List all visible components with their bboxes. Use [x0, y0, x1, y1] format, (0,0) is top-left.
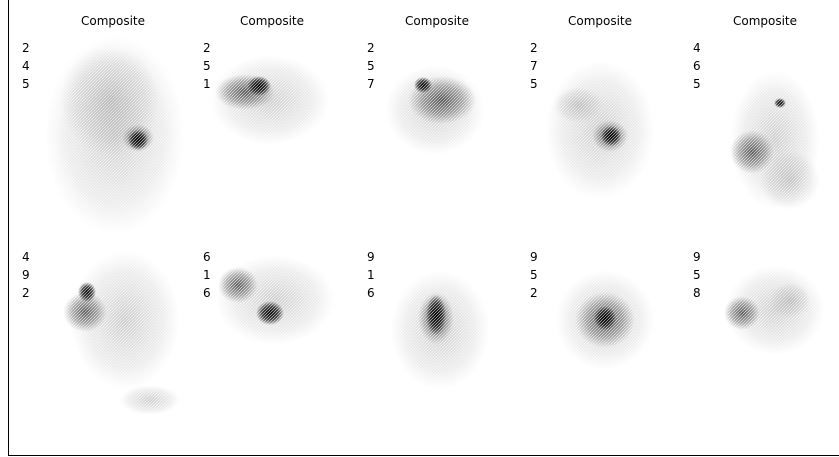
cell-digit: 2 [203, 41, 211, 55]
cell-digit: 4 [22, 59, 30, 73]
cell-digit: 5 [367, 59, 375, 73]
cell-digit: 9 [22, 268, 30, 282]
cell-digit: 5 [203, 59, 211, 73]
cell-digit: 2 [530, 286, 538, 300]
cell-digit: 4 [693, 41, 701, 55]
cell-digit: 9 [530, 250, 538, 264]
cell-digit: 5 [530, 77, 538, 91]
cell-digit: 6 [203, 286, 211, 300]
cell-digit: 2 [530, 41, 538, 55]
cell-digit: 8 [693, 286, 701, 300]
panel-title: Composite [240, 14, 304, 28]
cell-digit: 9 [693, 250, 701, 264]
cell-digit: 2 [22, 286, 30, 300]
cell-digit: 1 [203, 77, 211, 91]
cell-digit: 6 [693, 59, 701, 73]
cell-digit: 9 [367, 250, 375, 264]
cell-digit: 2 [367, 41, 375, 55]
cell-digit: 6 [203, 250, 211, 264]
panel-title: Composite [733, 14, 797, 28]
cell-digit: 2 [22, 41, 30, 55]
panel-title: Composite [568, 14, 632, 28]
cell-digit: 7 [530, 59, 538, 73]
cell-digit: 7 [367, 77, 375, 91]
labels: Composite Composite Composite Composite Comp… [22, 14, 797, 300]
panel-title: Composite [81, 14, 145, 28]
cell-digit: 5 [22, 77, 30, 91]
cell-digit: 5 [530, 268, 538, 282]
cell-digit: 1 [367, 268, 375, 282]
cell-digit: 5 [693, 77, 701, 91]
cell-digit: 5 [693, 268, 701, 282]
cell-digit: 4 [22, 250, 30, 264]
panel-title: Composite [405, 14, 469, 28]
cell-digit: 6 [367, 286, 375, 300]
cell-digit: 1 [203, 268, 211, 282]
